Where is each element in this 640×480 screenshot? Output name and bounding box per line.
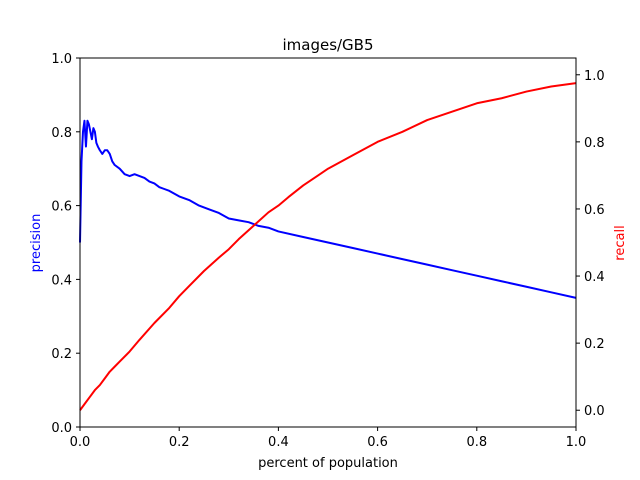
y-right-tick-label: 0.0 (584, 404, 605, 419)
axes-frame (79, 57, 577, 428)
x-tick-label: 0.6 (367, 435, 388, 450)
y-axis-right-title: recall (613, 225, 628, 260)
y-left-tick-label: 0.4 (51, 273, 72, 288)
x-tick-label: 0.0 (70, 435, 91, 450)
y-axis-left-title: precision (29, 214, 44, 273)
axes: 0.0 0.2 0.4 0.6 0.8 1.0 0.0 0.2 0.4 0.6 0.8 1.0 0.0 0… (51, 52, 604, 450)
y-left-tick-label: 0.2 (51, 347, 72, 362)
plot-area (79, 82, 577, 411)
y-left-tick-label: 0.6 (51, 200, 72, 215)
x-axis-title: percent of population (258, 456, 398, 471)
y-right-tick-label: 0.6 (584, 203, 605, 218)
x-tick-label: 1.0 (566, 435, 587, 450)
y-left-tick-label: 0.0 (51, 421, 72, 436)
y-left-tick-label: 0.8 (51, 126, 72, 141)
y-right-tick-label: 0.8 (584, 136, 605, 151)
y-right-tick-label: 0.4 (584, 270, 605, 285)
y-left-tick-label: 1.0 (51, 52, 72, 67)
recall-line (79, 82, 577, 411)
y-right-tick-label: 1.0 (584, 69, 605, 84)
chart-title: images/GB5 (282, 36, 373, 54)
x-tick-label: 0.2 (169, 435, 190, 450)
x-tick-label: 0.4 (268, 435, 289, 450)
y-right-tick-label: 0.2 (584, 337, 605, 352)
precision-line (79, 119, 577, 299)
x-tick-label: 0.8 (466, 435, 487, 450)
